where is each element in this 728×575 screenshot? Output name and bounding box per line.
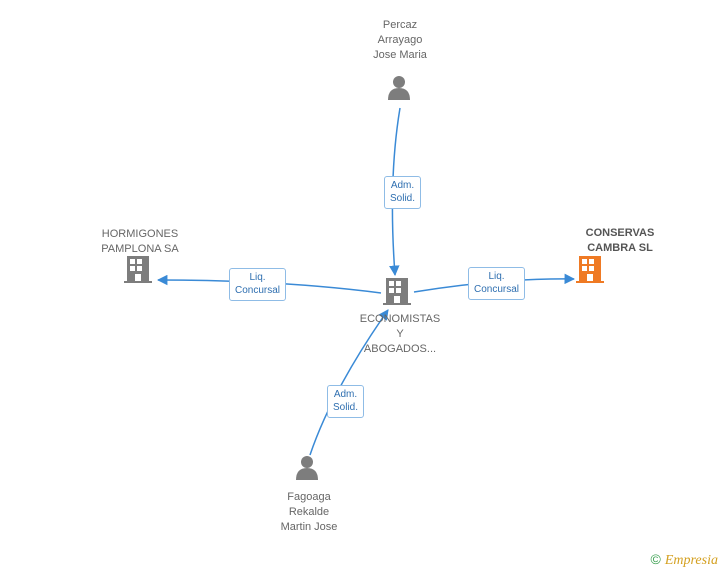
copyright-symbol: © (651, 551, 661, 567)
text: Liq. (249, 272, 265, 283)
person-icon (388, 76, 410, 100)
edge-label-adm-solid-bottom: Adm. Solid. (327, 385, 364, 418)
text: Adm. (391, 180, 414, 191)
node-label-percaz: Percaz Arrayago Jose Maria (370, 18, 430, 63)
edge-label-adm-solid-top: Adm. Solid. (384, 176, 421, 209)
text: Jose Maria (373, 49, 427, 61)
text: Fagoaga (287, 491, 330, 503)
node-label-hormigones: HORMIGONES PAMPLONA SA (90, 227, 190, 257)
text: HORMIGONES (102, 228, 178, 240)
node-label-conservas: CONSERVAS CAMBRA SL (570, 226, 670, 256)
edge-label-liq-concursal-left: Liq. Concursal (229, 268, 286, 301)
building-icon (576, 256, 604, 283)
watermark-text: Empresia (665, 553, 718, 568)
text: PAMPLONA SA (101, 243, 178, 255)
building-icon (383, 278, 411, 305)
text: Martin Jose (281, 521, 338, 533)
text: ECONOMISTAS (360, 313, 440, 325)
node-label-fagoaga: Fagoaga Rekalde Martin Jose (275, 490, 343, 535)
text: Y (396, 328, 403, 340)
text: Solid. (333, 402, 358, 413)
person-icon (296, 456, 318, 480)
text: Arrayago (378, 34, 423, 46)
edge-label-liq-concursal-right: Liq. Concursal (468, 267, 525, 300)
text: CAMBRA SL (587, 242, 653, 254)
text: Concursal (235, 285, 280, 296)
text: Rekalde (289, 506, 329, 518)
text: Solid. (390, 193, 415, 204)
diagram-canvas (0, 0, 728, 575)
watermark: © Empresia (651, 551, 718, 569)
text: CONSERVAS (586, 227, 655, 239)
text: Concursal (474, 284, 519, 295)
text: Percaz (383, 19, 417, 31)
text: ABOGADOS... (364, 343, 436, 355)
building-icon (124, 256, 152, 283)
text: Liq. (488, 271, 504, 282)
text: Adm. (334, 389, 357, 400)
node-label-economistas: ECONOMISTAS Y ABOGADOS... (350, 312, 450, 357)
